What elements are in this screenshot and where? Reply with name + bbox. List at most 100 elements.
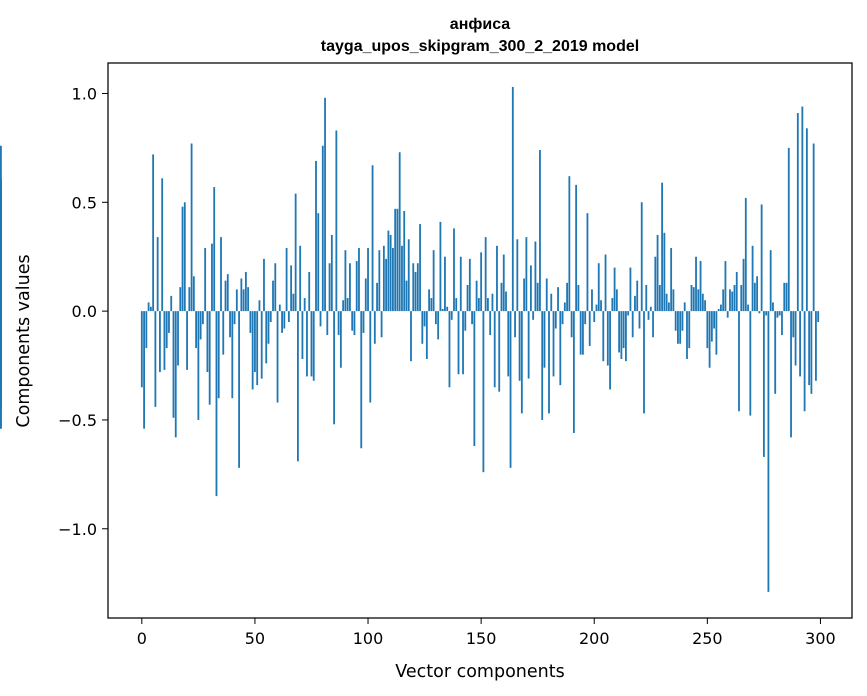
bar-131 (437, 311, 440, 340)
bar-148 (475, 280, 478, 312)
bar-140 (457, 311, 460, 375)
bar-9 (161, 178, 164, 312)
bar-247 (699, 261, 702, 312)
bar-294 (805, 128, 808, 312)
bar-203 (600, 300, 602, 312)
bar-275 (762, 311, 765, 457)
bar-69 (297, 311, 299, 462)
bar-75 (310, 311, 313, 377)
bar-145 (468, 258, 471, 312)
bar-169 (523, 278, 526, 312)
bar-232 (665, 293, 668, 312)
bar-279 (772, 302, 774, 312)
bar-82 (326, 311, 329, 336)
bar-45 (242, 289, 245, 312)
bar-71 (301, 311, 304, 359)
bar-168 (520, 311, 523, 414)
bar-196 (584, 311, 587, 325)
bar-23 (192, 276, 195, 312)
bar-59 (274, 263, 277, 312)
bar-209 (613, 267, 616, 312)
bar-190 (570, 311, 573, 338)
bar-42 (235, 289, 238, 312)
bar-256 (720, 304, 722, 312)
bar-88 (339, 311, 342, 368)
bar-83 (328, 263, 331, 312)
bar-271 (753, 282, 756, 312)
bar-258 (724, 261, 727, 312)
bar-226 (652, 311, 654, 338)
bar-1 (143, 311, 145, 429)
bar-277 (767, 311, 770, 592)
bar-3 (147, 302, 150, 312)
bar-205 (604, 254, 607, 312)
bar-63 (283, 311, 286, 329)
bar-26 (199, 311, 202, 340)
bar-14 (172, 311, 175, 418)
bar-124 (421, 311, 424, 344)
bar-239 (681, 311, 684, 331)
bar-289 (794, 311, 797, 366)
bar-249 (704, 300, 706, 312)
bar-280 (774, 311, 777, 394)
bar-218 (634, 295, 636, 312)
bar-7 (156, 237, 159, 312)
bar-266 (742, 258, 745, 312)
x-tick-label: 100 (353, 629, 384, 648)
bar-78 (317, 213, 320, 312)
bar-175 (536, 282, 539, 312)
bar-64 (285, 248, 288, 312)
bar-119 (410, 311, 412, 362)
bar-183 (554, 311, 557, 329)
bar-79 (319, 311, 322, 327)
bar-281 (776, 311, 779, 318)
bar-149 (477, 298, 480, 312)
bar-176 (539, 150, 541, 312)
bar-215 (627, 311, 630, 316)
bar-12 (168, 311, 170, 333)
bar-95 (355, 261, 358, 312)
bar-229 (658, 285, 661, 312)
bar-105 (378, 250, 381, 312)
bar-230 (661, 182, 663, 312)
bar-122 (416, 263, 419, 312)
bar-66 (290, 265, 293, 312)
bar-46 (244, 271, 247, 312)
bar-214 (625, 311, 627, 362)
bar-236 (674, 311, 677, 331)
bar-296 (810, 311, 813, 394)
bar-36 (222, 311, 225, 355)
bar-157 (496, 245, 498, 312)
bar-123 (419, 224, 421, 312)
bar-111 (392, 248, 394, 312)
bar-139 (455, 298, 458, 312)
bar-4 (149, 306, 152, 312)
bar-86 (335, 130, 338, 312)
x-tick-label: 50 (245, 629, 265, 648)
bar-189 (568, 176, 571, 312)
bar-104 (376, 282, 378, 312)
bar-228 (656, 234, 659, 312)
bar-287 (790, 311, 792, 438)
bar-225 (649, 306, 652, 312)
bar-264 (738, 311, 740, 412)
bar-159 (500, 282, 503, 312)
bar-242 (688, 311, 691, 349)
bar-93 (351, 311, 354, 331)
bar-21 (188, 287, 191, 312)
bar-217 (631, 311, 634, 338)
bar-285 (785, 282, 788, 312)
bar-257 (722, 289, 725, 312)
bar-197 (586, 213, 589, 312)
bar-160 (502, 254, 505, 312)
bar-126 (425, 311, 428, 359)
x-axis: 0 50 100 150 200 250 300 (137, 618, 836, 648)
bar-171 (527, 311, 530, 379)
bar-274 (760, 204, 763, 312)
bar-276 (765, 311, 768, 316)
bar-142 (462, 311, 464, 375)
bar-133 (441, 308, 444, 312)
y-axis: −1.0 −0.5 0.0 0.5 1.0 (58, 84, 108, 539)
bar-18 (181, 206, 184, 312)
bar-216 (629, 267, 632, 312)
